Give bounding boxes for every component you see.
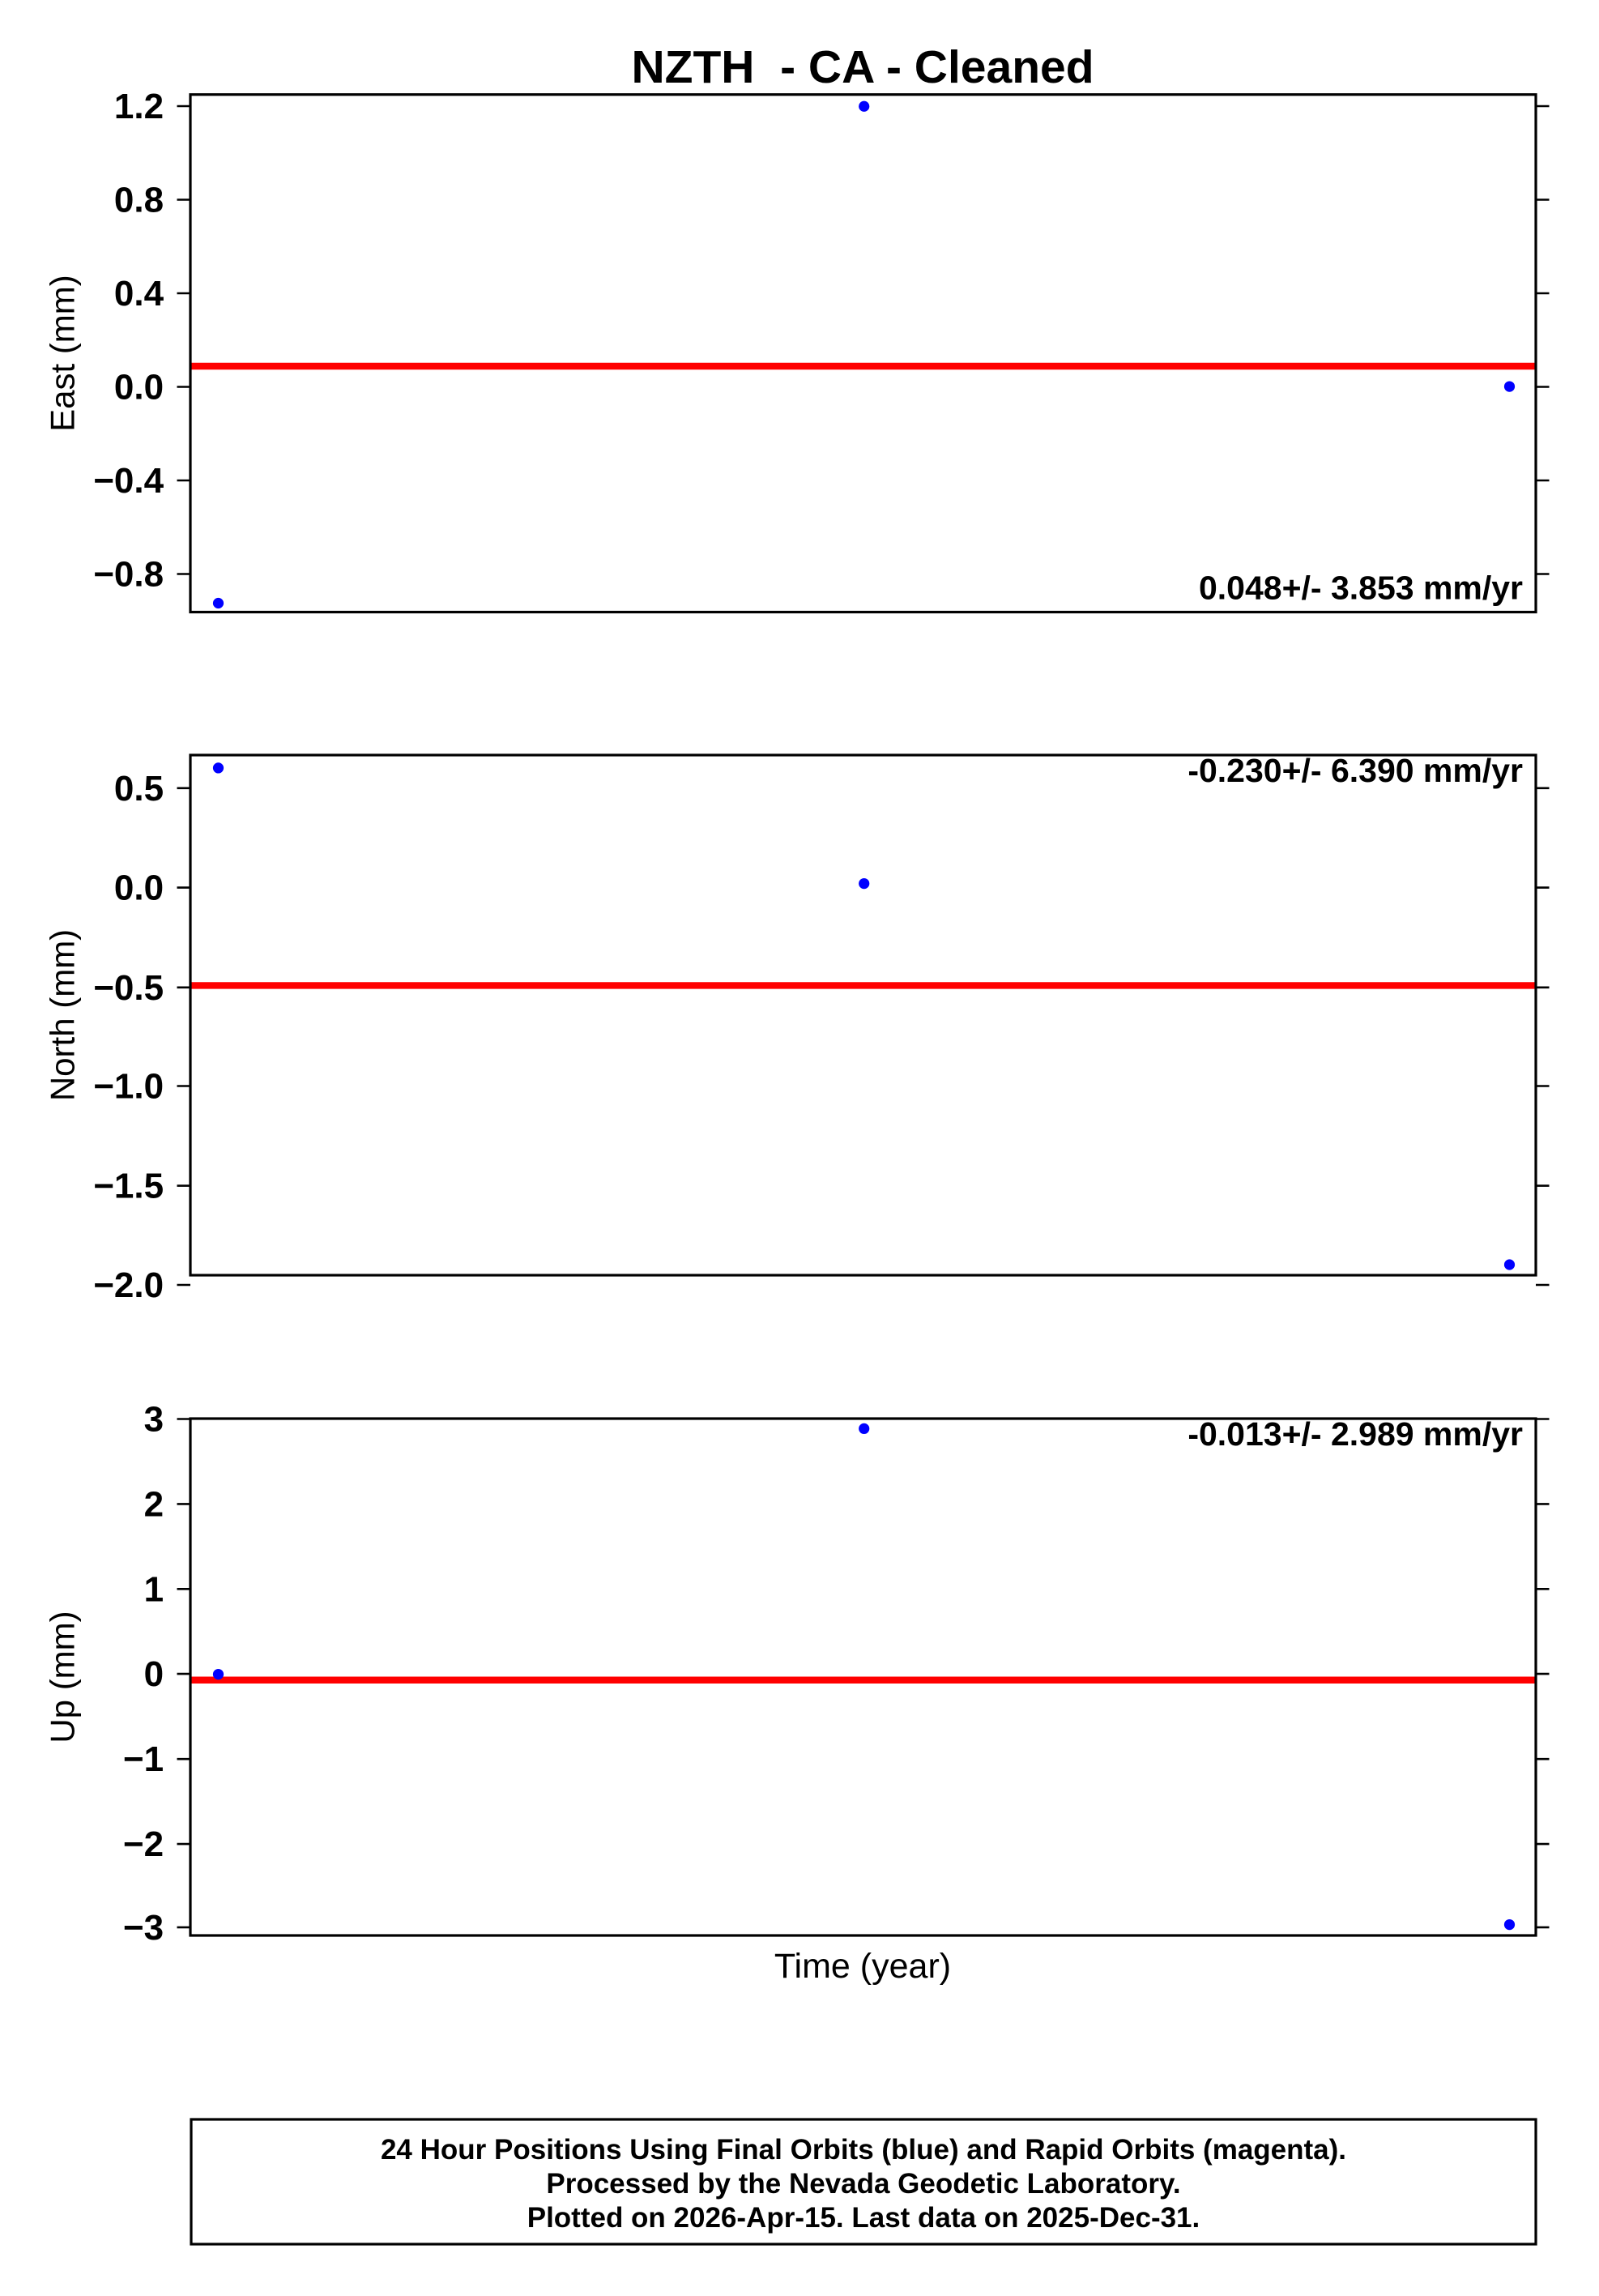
svg-text:Time (year): Time (year) — [774, 1947, 951, 1986]
svg-text:-0.230+/- 6.390 mm/yr: -0.230+/- 6.390 mm/yr — [1188, 752, 1523, 789]
svg-text:−1: −1 — [123, 1739, 164, 1779]
svg-text:0.4: 0.4 — [114, 274, 164, 314]
svg-text:1: 1 — [144, 1569, 164, 1609]
svg-text:East (mm): East (mm) — [43, 275, 81, 432]
svg-text:2: 2 — [144, 1484, 164, 1524]
svg-text:−1.5: −1.5 — [93, 1167, 164, 1206]
svg-text:-0.013+/- 2.989 mm/yr: -0.013+/- 2.989 mm/yr — [1188, 1415, 1523, 1453]
svg-text:0.5: 0.5 — [114, 769, 164, 809]
svg-text:0.048+/- 3.853 mm/yr: 0.048+/- 3.853 mm/yr — [1199, 570, 1523, 607]
svg-text:0: 0 — [144, 1654, 164, 1694]
svg-text:0.0: 0.0 — [114, 368, 164, 408]
svg-text:−0.4: −0.4 — [93, 461, 164, 501]
svg-text:Plotted on 2026-Apr-15. Last d: Plotted on 2026-Apr-15. Last data on 202… — [527, 2202, 1200, 2234]
svg-text:−2.0: −2.0 — [93, 1265, 164, 1305]
svg-text:−3: −3 — [123, 1908, 164, 1948]
svg-text:NZTH - CA - Cleaned: NZTH - CA - Cleaned — [631, 41, 1094, 93]
svg-text:3: 3 — [144, 1400, 164, 1440]
svg-text:0.0: 0.0 — [114, 868, 164, 908]
svg-text:Up (mm): Up (mm) — [43, 1611, 81, 1743]
svg-text:−1.0: −1.0 — [93, 1067, 164, 1107]
svg-text:−0.8: −0.8 — [93, 555, 164, 595]
svg-text:0.8: 0.8 — [114, 181, 164, 220]
svg-text:1.2: 1.2 — [114, 87, 164, 126]
svg-text:Processed by the Nevada Geodet: Processed by the Nevada Geodetic Laborat… — [546, 2168, 1180, 2200]
svg-text:−0.5: −0.5 — [93, 968, 164, 1008]
svg-text:24 Hour Positions Using Final: 24 Hour Positions Using Final Orbits (bl… — [381, 2134, 1346, 2166]
svg-text:North (mm): North (mm) — [43, 929, 81, 1101]
svg-text:−2: −2 — [123, 1824, 164, 1864]
